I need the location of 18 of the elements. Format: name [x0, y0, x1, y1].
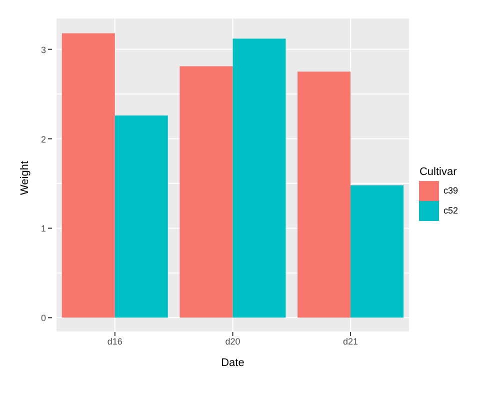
y-axis-title: Weight: [18, 160, 31, 195]
legend-label: c52: [443, 204, 458, 215]
bar: [350, 185, 404, 318]
x-axis-title: Date: [221, 357, 244, 369]
y-tick-label: 2: [40, 134, 46, 144]
legend-label: c39: [443, 184, 458, 195]
y-tick-label: 1: [40, 224, 46, 234]
legend-title: Cultivar: [419, 166, 458, 178]
x-tick-label: d20: [225, 336, 240, 346]
bar: [180, 66, 233, 318]
y-tick-label: 0: [40, 313, 46, 324]
bar: [114, 116, 168, 318]
x-tick-label: d16: [107, 336, 122, 346]
bar: [62, 33, 115, 318]
x-tick-label: d21: [343, 336, 358, 346]
bar: [298, 72, 351, 318]
y-tick-label: 3: [40, 44, 46, 55]
bar: [232, 38, 286, 318]
